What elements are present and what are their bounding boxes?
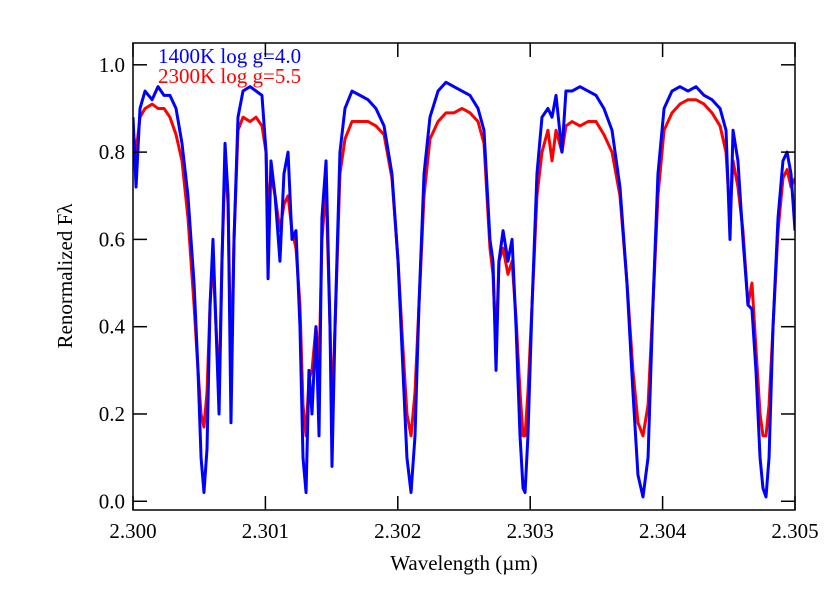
x-tick-label: 2.303 (507, 519, 554, 543)
x-tick-label: 2.300 (109, 519, 156, 543)
legend-entry: 1400K log g=4.0 (158, 44, 301, 68)
y-axis-label: Renormalized Fλ (53, 203, 77, 349)
x-tick-label: 2.304 (639, 519, 687, 543)
y-tick-label: 0.8 (99, 140, 125, 164)
y-tick-label: 0.6 (99, 227, 125, 251)
y-tick-label: 0.0 (99, 489, 125, 513)
y-tick-label: 0.2 (99, 402, 125, 426)
x-axis-label: Wavelength (µm) (390, 551, 537, 575)
x-tick-label: 2.301 (242, 519, 289, 543)
legend-entry: 2300K log g=5.5 (158, 64, 301, 88)
y-tick-label: 0.4 (99, 315, 126, 339)
x-tick-label: 2.305 (771, 519, 818, 543)
y-tick-label: 1.0 (99, 53, 125, 77)
series-line (133, 80, 795, 499)
plot-frame (132, 42, 796, 511)
x-tick-label: 2.302 (374, 519, 421, 543)
